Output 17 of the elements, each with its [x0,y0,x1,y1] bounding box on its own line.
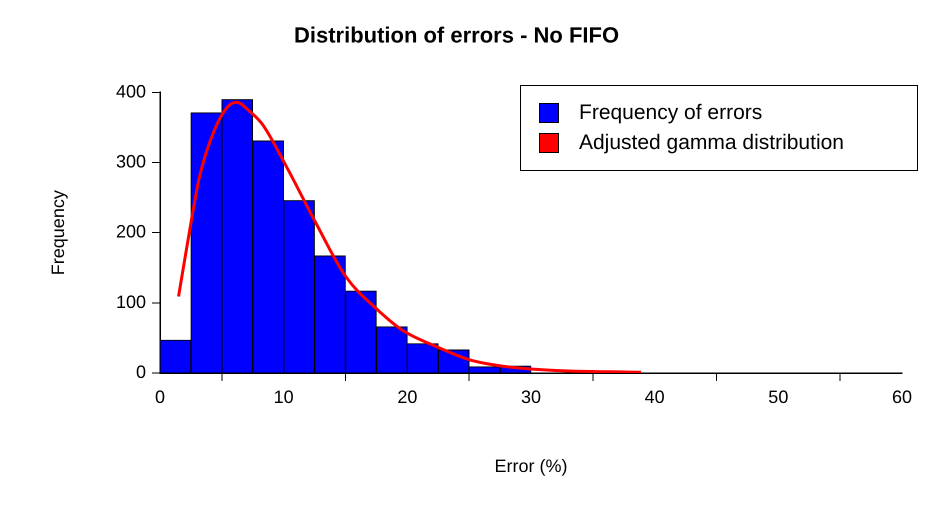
y-tick-label: 400 [116,81,146,102]
x-tick-label: 60 [892,386,912,407]
x-tick-label: 40 [644,386,665,407]
y-tick-label: 200 [116,222,146,242]
x-tick-label: 10 [274,386,294,407]
y-tick-label: 300 [116,152,146,172]
x-tick-label: 30 [520,386,542,407]
x-tick-label: 20 [397,386,418,407]
y-tick-label: 0 [136,362,146,382]
y-tick-label: 100 [116,292,146,312]
x-axis-title: Error (%) [494,456,568,476]
legend-label: Frequency of errors [579,100,762,126]
chart-title: Distribution of errors - No FIFO [294,22,620,48]
x-tick-label: 0 [154,386,166,407]
y-axis-title: Frequency [48,190,68,276]
legend-label: Adjusted gamma distribution [579,130,844,156]
x-tick-label: 50 [768,386,788,407]
